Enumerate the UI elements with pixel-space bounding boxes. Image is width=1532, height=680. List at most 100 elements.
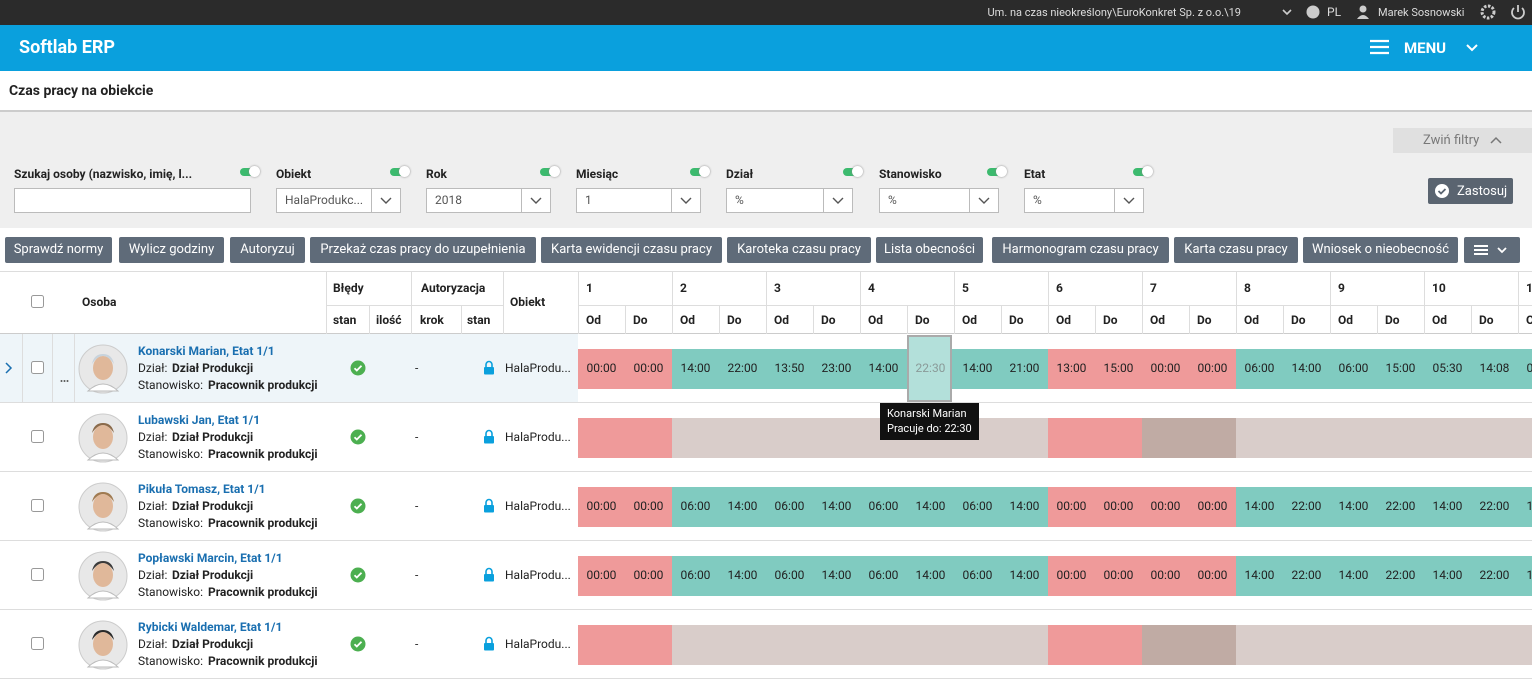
person-name[interactable]: Rybicki Waldemar, Etat 1/1 bbox=[138, 620, 283, 634]
time-from[interactable]: 06:00 bbox=[774, 568, 805, 582]
action-button[interactable]: Karoteka czasu pracy bbox=[727, 237, 871, 263]
time-to[interactable]: 22:00 bbox=[1479, 568, 1510, 582]
filter-toggle[interactable] bbox=[987, 166, 1007, 177]
time-to[interactable]: 14:00 bbox=[821, 499, 852, 513]
time-to[interactable]: 00:00 bbox=[633, 361, 664, 375]
action-button[interactable]: Lista obecności bbox=[876, 237, 983, 263]
power-icon[interactable] bbox=[1511, 5, 1525, 20]
time-from[interactable]: 14:00 bbox=[1338, 499, 1369, 513]
time-from[interactable]: 06:00 bbox=[680, 499, 711, 513]
time-to[interactable]: 14:08 bbox=[1479, 361, 1510, 375]
actions-menu[interactable] bbox=[1464, 237, 1520, 263]
filter-toggle[interactable] bbox=[540, 166, 560, 177]
time-from[interactable]: 06:00 bbox=[1526, 361, 1532, 375]
globe-icon[interactable] bbox=[1306, 5, 1320, 19]
time-to[interactable]: 22:00 bbox=[1385, 568, 1416, 582]
person-name[interactable]: Konarski Marian, Etat 1/1 bbox=[138, 344, 275, 358]
filter-input[interactable]: 1 bbox=[576, 188, 672, 213]
collapse-filters[interactable]: Zwiń filtry bbox=[1423, 133, 1480, 148]
time-from[interactable]: 14:00 bbox=[1244, 568, 1275, 582]
time-from[interactable]: 06:00 bbox=[868, 499, 899, 513]
time-from[interactable]: 14:00 bbox=[1526, 568, 1532, 582]
time-from[interactable]: 00:00 bbox=[1056, 568, 1087, 582]
select-arrow[interactable] bbox=[969, 188, 999, 213]
time-from[interactable]: 00:00 bbox=[1150, 499, 1181, 513]
filter-toggle[interactable] bbox=[240, 166, 260, 177]
time-from[interactable]: 06:00 bbox=[1244, 361, 1275, 375]
time-to[interactable]: 22:00 bbox=[1385, 499, 1416, 513]
time-from[interactable]: 06:00 bbox=[868, 568, 899, 582]
time-to[interactable]: 14:00 bbox=[915, 499, 946, 513]
expand-icon[interactable] bbox=[4, 362, 14, 374]
time-to[interactable]: 14:00 bbox=[1009, 568, 1040, 582]
time-to[interactable]: 00:00 bbox=[1197, 361, 1228, 375]
time-from[interactable]: 14:00 bbox=[1432, 568, 1463, 582]
time-from[interactable]: 06:00 bbox=[1338, 361, 1369, 375]
gear-icon[interactable] bbox=[1480, 4, 1496, 20]
action-button[interactable]: Autoryzuj bbox=[230, 237, 305, 263]
time-from[interactable]: 00:00 bbox=[1150, 361, 1181, 375]
menu[interactable]: MENU bbox=[1404, 39, 1447, 57]
time-to[interactable]: 22:30 bbox=[915, 361, 946, 375]
time-from[interactable]: 00:00 bbox=[586, 499, 617, 513]
select-arrow[interactable] bbox=[371, 188, 401, 213]
row-checkbox[interactable] bbox=[31, 568, 45, 582]
language[interactable]: PL bbox=[1327, 5, 1342, 19]
row-checkbox[interactable] bbox=[31, 499, 45, 513]
row-more-icon[interactable] bbox=[60, 372, 70, 382]
time-from[interactable]: 00:00 bbox=[586, 361, 617, 375]
time-to[interactable]: 00:00 bbox=[1197, 568, 1228, 582]
time-from[interactable]: 14:00 bbox=[1338, 568, 1369, 582]
chevron-icon[interactable] bbox=[1282, 9, 1292, 16]
time-from[interactable]: 13:00 bbox=[1056, 361, 1087, 375]
time-from[interactable]: 14:00 bbox=[1526, 499, 1532, 513]
time-from[interactable]: 05:30 bbox=[1432, 361, 1463, 375]
time-from[interactable]: 06:00 bbox=[774, 499, 805, 513]
time-to[interactable]: 22:00 bbox=[1479, 499, 1510, 513]
time-to[interactable]: 14:00 bbox=[1291, 361, 1322, 375]
action-button[interactable]: Harmonogram czasu pracy bbox=[992, 237, 1169, 263]
menu-icon[interactable] bbox=[1365, 25, 1485, 71]
filter-input[interactable]: % bbox=[879, 188, 970, 213]
person-name[interactable]: Popławski Marcin, Etat 1/1 bbox=[138, 551, 283, 565]
apply-label[interactable]: Zastosuj bbox=[1457, 184, 1508, 199]
time-to[interactable]: 22:00 bbox=[727, 361, 758, 375]
filter-toggle[interactable] bbox=[1133, 166, 1153, 177]
app-name[interactable]: Softlab ERP bbox=[19, 37, 116, 58]
context[interactable]: Um. na czas nieokreślony\EuroKonkret Sp.… bbox=[987, 6, 1241, 19]
time-to[interactable]: 00:00 bbox=[633, 568, 664, 582]
select-arrow[interactable] bbox=[671, 188, 701, 213]
time-from[interactable]: 06:00 bbox=[962, 568, 993, 582]
time-from[interactable]: 06:00 bbox=[680, 568, 711, 582]
time-to[interactable]: 14:00 bbox=[915, 568, 946, 582]
time-to[interactable]: 00:00 bbox=[1103, 568, 1134, 582]
row-checkbox[interactable] bbox=[31, 361, 45, 375]
time-from[interactable]: 14:00 bbox=[962, 361, 993, 375]
time-from[interactable]: 14:00 bbox=[1244, 499, 1275, 513]
time-to[interactable]: 14:00 bbox=[727, 568, 758, 582]
filter-toggle[interactable] bbox=[690, 166, 710, 177]
row-checkbox[interactable] bbox=[31, 430, 45, 444]
action-button[interactable]: Wylicz godziny bbox=[119, 237, 224, 263]
filter-toggle[interactable] bbox=[843, 166, 863, 177]
action-button[interactable]: Karta czasu pracy bbox=[1174, 237, 1298, 263]
time-to[interactable]: 22:00 bbox=[1291, 499, 1322, 513]
action-button[interactable]: Karta ewidencji czasu pracy bbox=[541, 237, 722, 263]
action-button[interactable]: Przekaż czas pracy do uzupełnienia bbox=[310, 237, 536, 263]
time-from[interactable]: 14:00 bbox=[680, 361, 711, 375]
action-button[interactable]: Sprawdź normy bbox=[5, 237, 112, 263]
collapse-tab[interactable] bbox=[1393, 128, 1532, 153]
time-to[interactable]: 14:00 bbox=[821, 568, 852, 582]
time-to[interactable]: 00:00 bbox=[633, 499, 664, 513]
time-from[interactable]: 14:00 bbox=[1432, 499, 1463, 513]
filter-toggle[interactable] bbox=[390, 166, 410, 177]
time-from[interactable]: 13:50 bbox=[774, 361, 805, 375]
row-checkbox[interactable] bbox=[31, 637, 45, 651]
select-arrow[interactable] bbox=[823, 188, 853, 213]
filter-input[interactable] bbox=[14, 188, 251, 213]
time-from[interactable]: 00:00 bbox=[1056, 499, 1087, 513]
user[interactable]: Marek Sosnowski bbox=[1378, 6, 1465, 19]
time-to[interactable]: 23:00 bbox=[821, 361, 852, 375]
person-name[interactable]: Lubawski Jan, Etat 1/1 bbox=[138, 413, 261, 427]
time-from[interactable]: 00:00 bbox=[1150, 568, 1181, 582]
